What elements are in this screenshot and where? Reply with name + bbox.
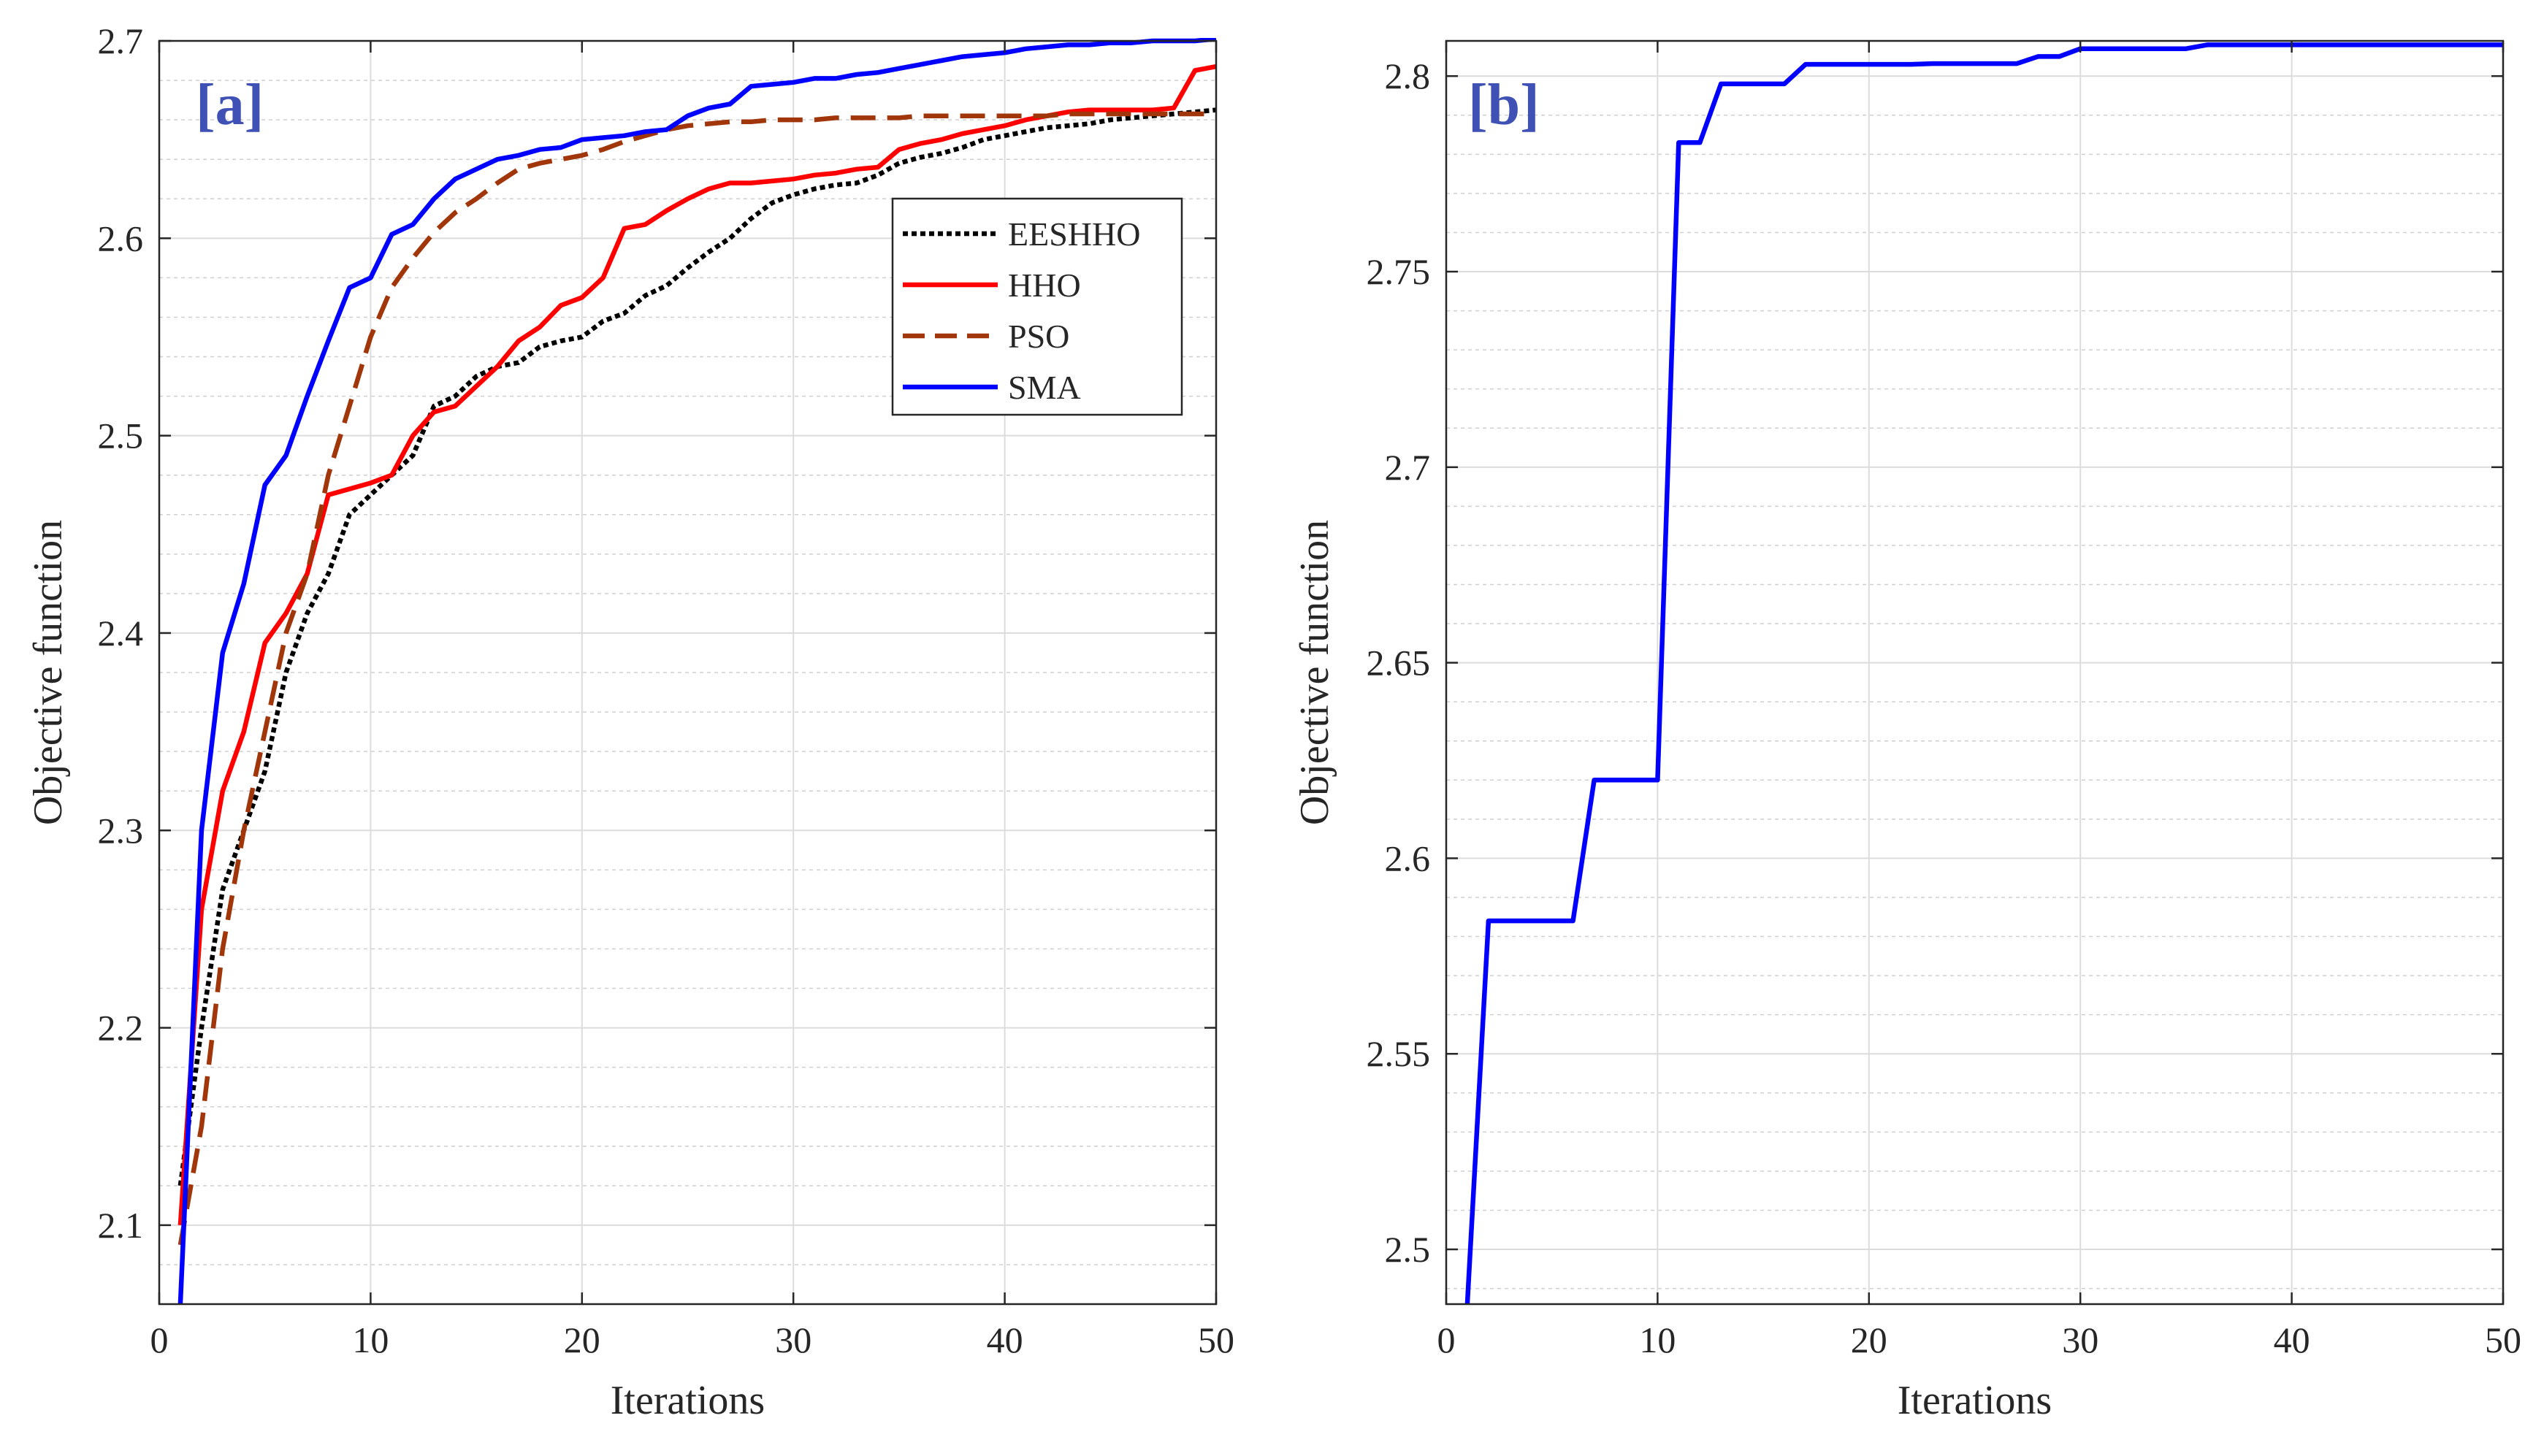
y-tick-label: 2.75 [1367, 251, 1431, 292]
x-tick-label: 20 [1851, 1319, 1887, 1360]
y-tick-label: 2.5 [1385, 1229, 1431, 1270]
series-line-sma [177, 38, 1216, 1305]
axes-frame [1445, 39, 2505, 1306]
x-tick-label: 50 [1198, 1319, 1234, 1360]
y-tick-label: 2.1 [98, 1205, 144, 1246]
y-tick-label: 2.6 [1385, 838, 1431, 878]
legend-label-eeshho: EESHHO [1008, 215, 1140, 253]
x-tick-label: 20 [564, 1319, 600, 1360]
y-tick-label: 2.3 [98, 810, 144, 851]
panel-label: [b] [1468, 73, 1540, 137]
panel-b: 0 10 20 30 40 50 2.5 2.55 2.6 2.65 2.7 2.75 2.8 Itera… [1292, 39, 2521, 1423]
panel-a: 0 10 20 30 40 50 2.1 2.2 2.3 2.4 2.5 2.6 2.7 Iteratio… [26, 20, 1234, 1423]
y-tick-label: 2.5 [98, 415, 144, 456]
legend-label-pso: PSO [1008, 318, 1069, 355]
series-line-best [1464, 42, 2503, 1305]
y-tick-label: 2.4 [98, 613, 144, 654]
plot-area [1446, 41, 2503, 1304]
y-axis-label: Objective function [26, 520, 71, 825]
y-tick-label: 2.65 [1367, 643, 1431, 683]
x-tick-label: 0 [1437, 1319, 1456, 1360]
y-axis-label: Objective function [1292, 520, 1337, 825]
axes-frame [158, 39, 1218, 1306]
y-tick-label: 2.6 [98, 218, 144, 258]
x-tick-label: 10 [1639, 1319, 1676, 1360]
x-axis-label: Iterations [611, 1378, 765, 1423]
x-tick-label: 10 [352, 1319, 389, 1360]
series-line-pso [177, 111, 1216, 1246]
panel-label: [a] [196, 73, 264, 137]
y-tick-label: 2.7 [1385, 447, 1431, 488]
legend-label-hho: HHO [1008, 267, 1081, 304]
x-tick-label: 40 [2274, 1319, 2310, 1360]
legend-label-sma: SMA [1008, 369, 1081, 406]
x-axis-label: Iterations [1898, 1378, 2052, 1423]
y-tick-label: 2.8 [1385, 55, 1431, 96]
y-tick-label: 2.55 [1367, 1033, 1431, 1074]
y-tick-label: 2.7 [98, 20, 144, 61]
x-tick-label: 30 [2062, 1319, 2098, 1360]
y-tick-label: 2.2 [98, 1008, 144, 1049]
x-tick-label: 30 [775, 1319, 811, 1360]
series-line-eeshho [177, 107, 1216, 1187]
x-tick-label: 0 [150, 1319, 169, 1360]
x-tick-label: 40 [987, 1319, 1023, 1360]
x-tick-label: 50 [2485, 1319, 2521, 1360]
